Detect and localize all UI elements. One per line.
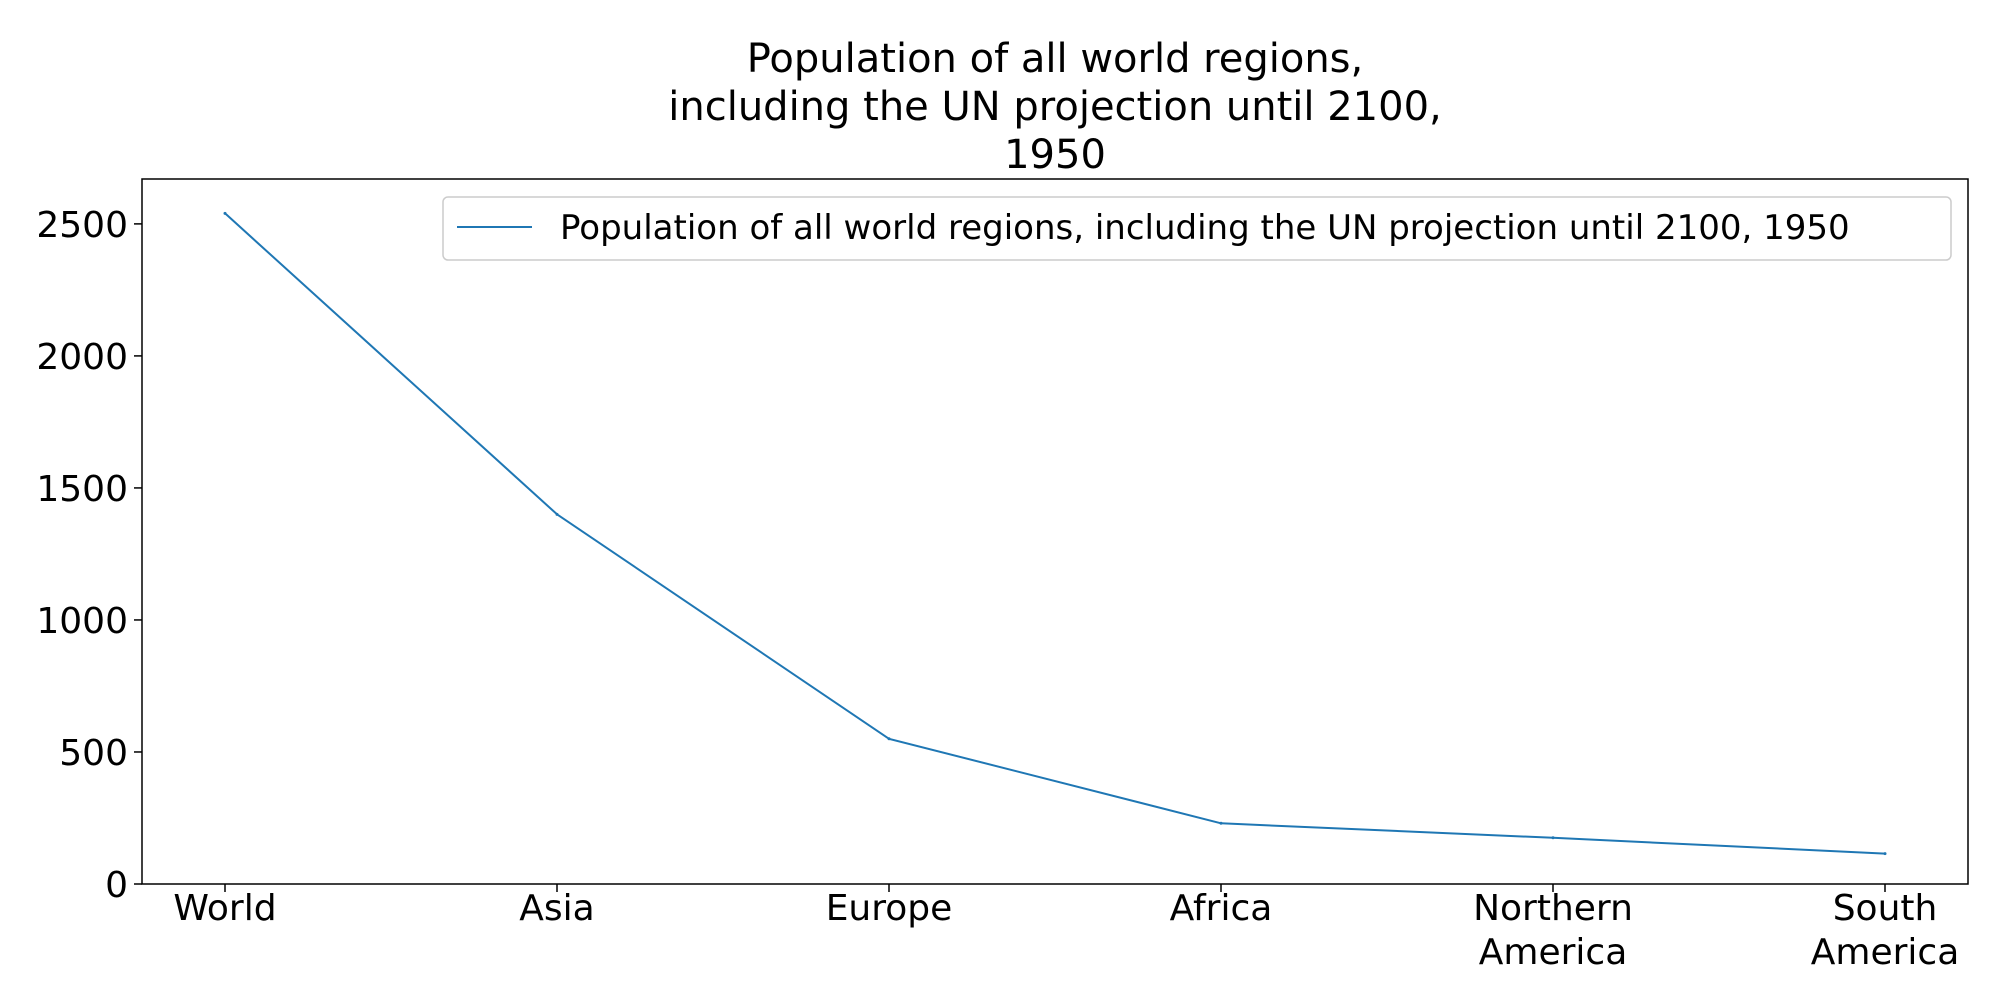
data-point	[1883, 852, 1887, 856]
x-tick-label: Africa	[1170, 888, 1273, 929]
legend-label: Population of all world regions, includi…	[560, 208, 1850, 248]
x-tick-label-line: South	[1833, 888, 1938, 929]
legend: Population of all world regions, includi…	[442, 196, 1952, 261]
x-axis: World Asia Europe Africa Northern AmericaSout…	[173, 884, 1959, 973]
data-point	[1551, 836, 1555, 840]
x-tick-label-line: Northern	[1473, 888, 1633, 929]
y-tick-label: 1000	[36, 601, 128, 642]
x-tick-label-line: Africa	[1170, 888, 1273, 929]
chart-title-line: including the UN projection until 2100,	[668, 84, 1441, 130]
y-tick-label: 1500	[36, 469, 128, 510]
y-tick-label: 2500	[36, 205, 128, 246]
x-tick-label: Northern America	[1473, 888, 1633, 973]
series-layer	[223, 211, 1887, 856]
plot-area	[141, 178, 1969, 885]
x-tick-label-line: Europe	[826, 888, 953, 929]
y-tick-label: 2000	[36, 337, 128, 378]
chart-title: Population of all world regions,includin…	[668, 36, 1441, 178]
chart-title-line: 1950	[1004, 132, 1106, 178]
series-line	[224, 212, 1886, 855]
y-tick-label: 500	[59, 733, 128, 774]
x-tick-label-line: Asia	[519, 888, 594, 929]
legend-box	[442, 196, 1952, 261]
chart-title-line: Population of all world regions,	[747, 36, 1364, 82]
x-tick-label: Asia	[519, 888, 594, 929]
x-tick-label: South America	[1811, 888, 1960, 973]
data-point	[555, 512, 559, 516]
data-point	[887, 737, 891, 741]
x-tick-label: Europe	[826, 888, 953, 929]
x-tick-label-line: America	[1479, 932, 1628, 973]
y-axis: 0 500 1000 1500 2000 2500	[36, 205, 142, 906]
x-tick-label-line: World	[173, 888, 276, 929]
data-point	[1219, 821, 1223, 825]
data-point	[223, 211, 227, 215]
x-tick-label: World	[173, 888, 276, 929]
y-tick-label: 0	[105, 865, 128, 906]
x-tick-label-line: America	[1811, 932, 1960, 973]
